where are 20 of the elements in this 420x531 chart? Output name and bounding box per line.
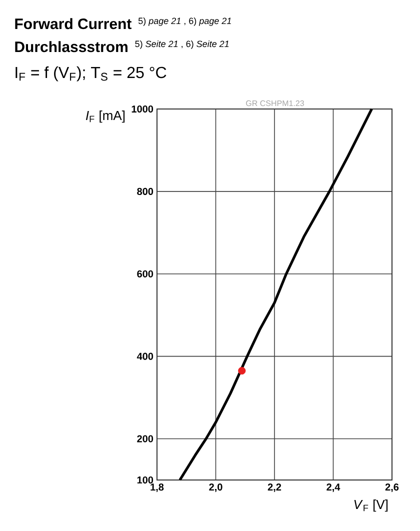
text: I$_{F}$ = f (V$_{F}$); T$_{S}$ = 25 °C — [16, 66, 166, 82]
x-tick-label: 2,0 — [209, 484, 222, 492]
y-tick-label: 400 — [136, 352, 154, 360]
x-tick-label: 1,8 — [150, 484, 164, 492]
y-tick-label: 1000 — [132, 105, 154, 113]
y-tick-label: 800 — [137, 188, 154, 195]
chart-subtitle: Durchlassstrom — [15, 41, 128, 52]
text: GR CSHPM1.23 — [246, 100, 304, 106]
text: 5) page 21 , 6) page 21 — [138, 17, 231, 26]
x-tick-label: 2,4 — [326, 484, 340, 492]
line-series — [178, 108, 374, 482]
x-axis-title: V$_{F}$ [V] — [354, 500, 388, 512]
y-tick-label: 100 — [137, 476, 154, 484]
x-tick-label: 2,2 — [268, 484, 282, 492]
y-axis-title: I$_{F}$ [mA] — [86, 110, 125, 123]
chart-title: Forward Current — [15, 18, 132, 30]
y-tick-label: 600 — [137, 270, 154, 278]
x-tick-label: 2,6 — [385, 484, 399, 492]
text: 5) Seite 21 , 6) Seite 21 — [135, 40, 229, 49]
y-tick-label: 200 — [137, 435, 154, 442]
